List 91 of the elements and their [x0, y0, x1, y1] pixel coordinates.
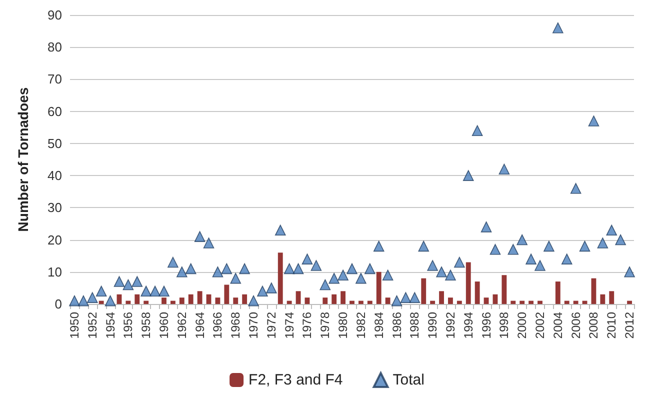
bar	[555, 282, 560, 304]
bar	[197, 291, 202, 304]
x-tick-label: 1954	[103, 312, 118, 339]
bar	[340, 291, 346, 304]
bar	[304, 298, 310, 304]
x-tick-label: 1990	[426, 312, 440, 339]
y-tick-label: 30	[48, 200, 62, 216]
x-tick-label: 1950	[67, 312, 82, 339]
x-tick-label: 1988	[408, 312, 422, 339]
x-tick-label: 2010	[604, 312, 619, 339]
bar	[430, 300, 436, 304]
bar	[179, 298, 184, 304]
bar	[188, 294, 194, 304]
x-tick-label: 1964	[192, 312, 207, 339]
x-tick-label: 1986	[390, 312, 404, 339]
y-tick-label: 0	[54, 296, 62, 312]
x-tick-label: 1998	[497, 312, 512, 339]
bar	[474, 282, 480, 304]
x-tick-label: 1980	[336, 312, 350, 339]
x-tick-label: 1966	[210, 312, 225, 339]
bar	[600, 294, 606, 304]
bar	[144, 300, 149, 304]
y-tick-label: 80	[48, 40, 62, 55]
bar	[528, 300, 534, 304]
x-tick-label: 1968	[228, 312, 243, 339]
y-tick-label: 10	[48, 264, 62, 280]
x-tick-label: 1958	[139, 312, 154, 339]
bar	[358, 300, 364, 304]
bar	[278, 252, 283, 304]
bar	[233, 298, 238, 304]
bar	[520, 300, 525, 304]
x-tick-label: 1962	[174, 312, 189, 339]
bar	[332, 294, 337, 304]
bar	[448, 298, 453, 304]
bar	[134, 294, 140, 304]
y-tick-label: 60	[48, 104, 62, 119]
x-tick-label: 1978	[318, 312, 332, 339]
bar	[170, 300, 176, 304]
x-tick-label: 2002	[533, 312, 547, 339]
bar	[215, 298, 220, 304]
x-tick-label: 1982	[354, 312, 368, 339]
bar	[286, 300, 292, 304]
bar	[350, 300, 354, 304]
x-tick-label: 1972	[264, 312, 278, 339]
x-tick-label: 1976	[300, 312, 314, 339]
y-tick-label: 90	[48, 8, 62, 22]
x-tick-label: 2012	[622, 312, 637, 339]
bar	[502, 275, 507, 304]
bar	[627, 300, 632, 304]
x-tick-label: 1960	[157, 312, 171, 339]
y-tick-label: 50	[48, 136, 62, 151]
x-tick-label: 1956	[121, 312, 136, 339]
x-tick-label: 1992	[443, 312, 458, 339]
bar	[296, 291, 301, 304]
y-axis-title: Number of Tornadoes	[15, 87, 31, 232]
x-tick-label: 2004	[550, 312, 565, 339]
y-tick-label: 40	[48, 168, 62, 184]
bar	[492, 294, 498, 304]
x-tick-label: 2008	[586, 312, 601, 339]
x-tick-label: 1974	[282, 312, 296, 339]
legend-label: F2, F3 and F4	[248, 372, 343, 388]
bar	[322, 298, 328, 304]
x-tick-label: 2000	[515, 312, 530, 339]
bar	[439, 291, 444, 304]
x-tick-label: 1984	[372, 312, 386, 339]
x-tick-label: 2006	[568, 312, 583, 339]
bar	[98, 300, 104, 304]
bar	[510, 300, 516, 304]
bar	[591, 278, 596, 304]
bar	[456, 300, 462, 304]
bar	[421, 278, 426, 304]
x-tick-label: 1970	[246, 312, 261, 339]
bar	[538, 300, 542, 304]
x-tick-label: 1996	[479, 312, 494, 339]
legend-label: Total	[392, 372, 424, 388]
bar	[385, 298, 390, 304]
bar	[224, 284, 230, 304]
bar	[564, 300, 570, 304]
y-tick-label: 70	[48, 72, 62, 87]
x-tick-label: 1994	[461, 312, 476, 339]
bar	[367, 300, 372, 304]
bar	[126, 300, 131, 304]
bar	[573, 300, 578, 304]
y-tick-label: 20	[48, 232, 62, 248]
bar	[609, 291, 614, 304]
bar	[484, 298, 489, 304]
bar	[162, 298, 166, 304]
x-tick-label: 1952	[85, 312, 100, 339]
bar	[466, 262, 471, 304]
bar	[376, 272, 382, 304]
bar	[206, 294, 212, 304]
